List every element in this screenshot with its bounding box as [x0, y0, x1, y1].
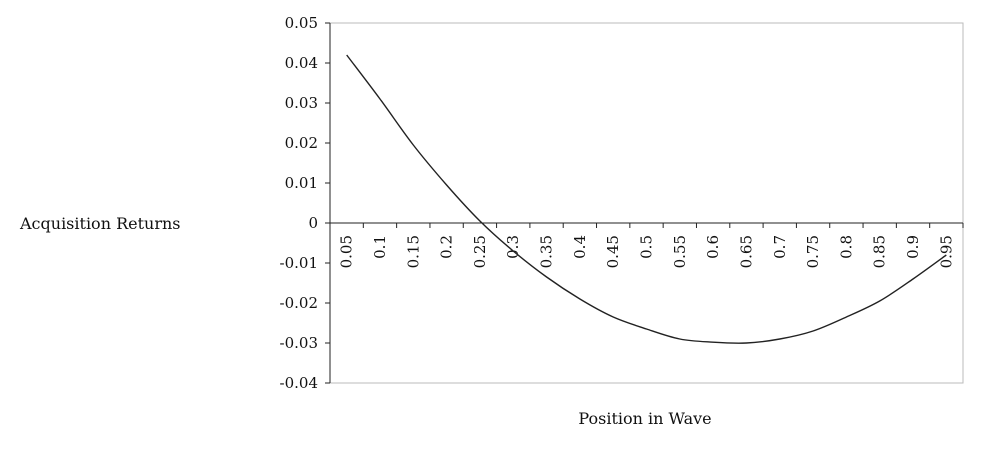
- y-tick-label: 0.03: [285, 94, 318, 112]
- x-tick-label: 0.4: [571, 235, 589, 259]
- x-tick-label: 0.95: [937, 235, 955, 268]
- y-tick-label: 0.01: [285, 174, 318, 192]
- y-tick-label: 0.04: [285, 54, 318, 72]
- x-tick-label: 0.7: [771, 235, 789, 259]
- x-tick-label: 0.2: [438, 235, 456, 259]
- x-tick-label: 0.25: [471, 235, 489, 268]
- x-tick-label: 0.85: [871, 235, 889, 268]
- x-tick-label: 0.65: [737, 235, 755, 268]
- y-tick-label: -0.01: [280, 254, 318, 272]
- x-tick-label: 0.3: [504, 235, 522, 259]
- x-axis-title: Position in Wave: [578, 409, 711, 428]
- x-tick-label: 0.5: [638, 235, 656, 259]
- series-line: [346, 54, 947, 344]
- x-tick-label: 0.75: [804, 235, 822, 268]
- x-tick-label: 0.45: [604, 235, 622, 268]
- y-tick-label: 0.05: [285, 14, 318, 32]
- x-tick-label: 0.55: [671, 235, 689, 268]
- x-tick-label: 0.1: [371, 235, 389, 259]
- x-tick-label: 0.15: [404, 235, 422, 268]
- y-tick-label: 0: [308, 214, 318, 232]
- x-ticks: 0.05 0.1 0.15 0.2 0.25 0.3 0.35 0.4 0.45 0.5 0.55 0…: [329, 223, 964, 268]
- y-tick-label: -0.04: [280, 374, 318, 392]
- x-tick-label: 0.05: [338, 235, 356, 268]
- y-tick-label: -0.02: [280, 294, 318, 312]
- y-axis-title: Acquisition Returns: [19, 214, 181, 233]
- data-points: [345, 53, 949, 345]
- y-tick-label: 0.02: [285, 134, 318, 152]
- x-tick-label: 0.6: [704, 235, 722, 259]
- x-tick-label: 0.8: [837, 235, 855, 259]
- x-tick-label: 0.9: [904, 235, 922, 259]
- x-tick-label: 0.35: [538, 235, 556, 268]
- y-ticks: 0.05 0.04 0.03 0.02 0.01 0 -0.01 -0.02 -0.03 -0.0…: [280, 14, 330, 392]
- y-tick-label: -0.03: [280, 334, 318, 352]
